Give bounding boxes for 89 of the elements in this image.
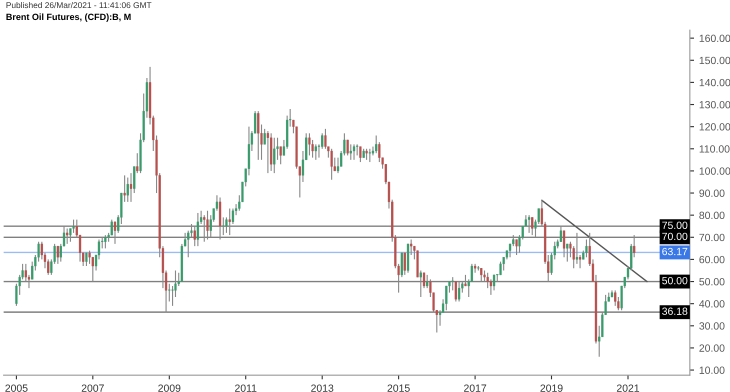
x-tick-label: 2007 <box>82 384 104 392</box>
x-tick-label: 2017 <box>464 384 486 392</box>
candlestick <box>346 139 349 156</box>
candlestick <box>464 274 467 287</box>
candlestick <box>114 221 116 244</box>
candlestick <box>196 212 200 247</box>
candlestick <box>368 148 371 163</box>
candlestick <box>375 134 378 154</box>
candlestick <box>203 214 206 242</box>
candlestick <box>308 132 311 156</box>
candlestick <box>136 152 138 174</box>
y-tick-label: 140.00 <box>700 78 730 86</box>
y-tick-label: 110.00 <box>700 145 730 153</box>
candlestick <box>452 276 454 291</box>
candlestick <box>531 216 534 236</box>
x-tick-label: 2009 <box>158 384 180 392</box>
candlestick <box>404 252 406 276</box>
ref-line-label: 50.00 <box>662 276 688 284</box>
candlestick <box>445 285 448 311</box>
candlestick <box>330 148 333 180</box>
candlestick <box>578 254 582 269</box>
y-tick-label: 100.00 <box>700 167 730 175</box>
candlestick <box>194 226 196 247</box>
candlestick <box>458 280 460 302</box>
candlestick <box>420 270 422 298</box>
candlestick <box>336 157 340 174</box>
candlestick <box>85 252 88 267</box>
x-tick-label: 2005 <box>5 384 28 392</box>
y-tick-label: 20.00 <box>699 344 725 352</box>
y-tick-label: 10.00 <box>700 366 725 374</box>
x-tick-label: 2013 <box>311 384 334 392</box>
candlestick <box>614 290 616 306</box>
chart-title: Brent Oil Futures, (CFD):B, M <box>6 13 131 22</box>
candlestick <box>566 243 568 262</box>
candlestick <box>576 232 578 264</box>
candlestick <box>56 246 60 264</box>
candlestick <box>88 250 91 264</box>
y-tick-label: 130.00 <box>700 101 730 108</box>
ref-line-label: 75.00 <box>662 222 688 230</box>
candlestick <box>222 216 224 236</box>
candlestick <box>365 148 368 160</box>
x-tick-label: 2015 <box>388 384 410 392</box>
y-tick-label: 120.00 <box>700 123 730 131</box>
y-tick-label: 90.00 <box>699 190 725 197</box>
candlestick <box>104 234 107 249</box>
y-tick-label: 70.00 <box>699 234 725 242</box>
candlestick <box>273 137 276 174</box>
x-tick-label: 2021 <box>616 384 640 392</box>
text: Published 26/Mar/2021 - 11:41:06 GMT <box>6 2 152 8</box>
x-tick-label: 2011 <box>235 384 256 392</box>
candlestick <box>499 261 502 276</box>
candlestick <box>123 174 126 202</box>
candlestick <box>426 274 428 289</box>
y-tick-label: 160.00 <box>700 34 730 42</box>
candlestick <box>562 230 566 258</box>
candlestick <box>130 172 132 202</box>
candlestick <box>350 144 352 160</box>
candlestick <box>352 144 356 160</box>
ref-line-label: 70.00 <box>662 232 688 240</box>
y-tick-label: 30.00 <box>699 322 725 330</box>
candlestick <box>454 280 457 302</box>
y-tick-label: 50.00 <box>699 278 725 286</box>
y-tick-label: 60.00 <box>699 256 725 264</box>
ref-line-label: 36.18 <box>662 308 688 315</box>
candlestick <box>356 144 358 156</box>
candlestick <box>266 130 270 174</box>
y-tick-label: 150.00 <box>700 56 730 64</box>
candlestick <box>585 238 588 258</box>
candlestick <box>66 228 68 244</box>
candlestick <box>206 210 209 240</box>
candlestick <box>359 146 362 163</box>
x-tick-label: 2019 <box>540 384 563 392</box>
candlestick <box>410 238 412 256</box>
candlestick <box>515 238 518 256</box>
ref-line-label: 63.17 <box>662 248 688 256</box>
y-tick-label: 40.00 <box>699 300 725 308</box>
candlestick <box>168 283 170 302</box>
candlestick <box>257 110 260 160</box>
candlestick <box>528 214 530 234</box>
candlestick <box>314 144 317 160</box>
candlestick <box>324 128 327 150</box>
y-tick-label: 80.00 <box>699 212 725 220</box>
candlestick <box>72 219 75 234</box>
candlestick <box>492 274 496 291</box>
candlestick <box>126 176 129 202</box>
candlestick <box>512 234 514 247</box>
candlestick <box>480 268 482 282</box>
candlestick <box>171 285 174 306</box>
candlestick <box>228 208 231 236</box>
